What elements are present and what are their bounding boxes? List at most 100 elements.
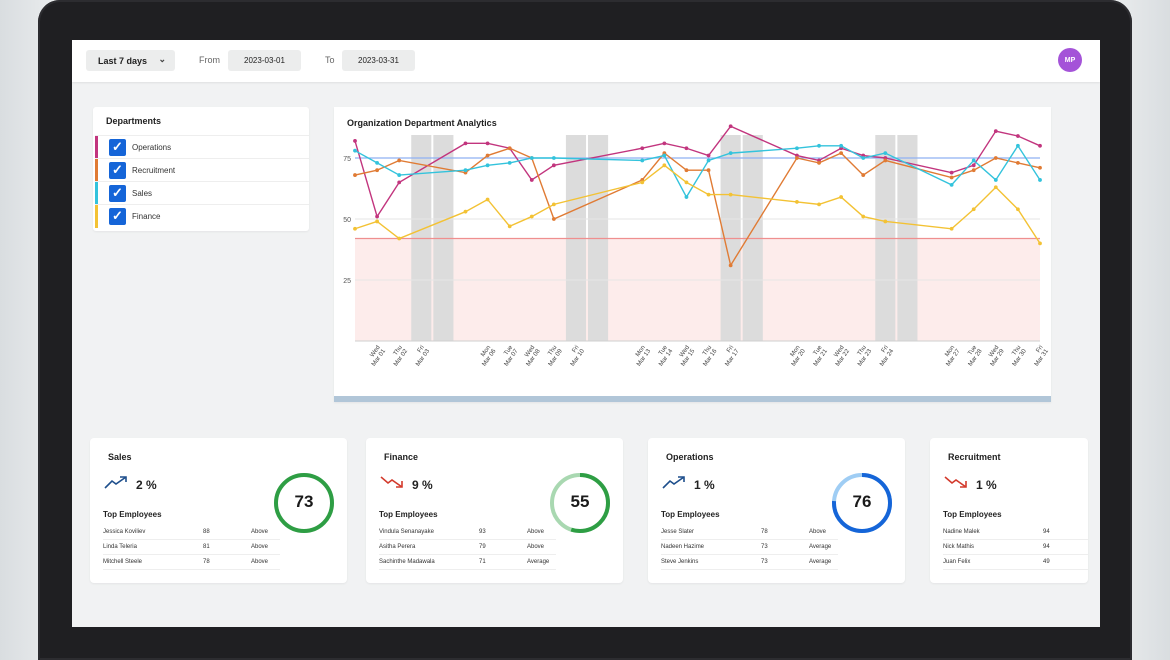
x-tick-label: WedMar 22 (829, 344, 851, 368)
change-percent: 1 % (694, 478, 715, 492)
department-item-finance[interactable]: ✓ Finance (95, 204, 309, 228)
data-point (375, 214, 379, 219)
data-point (949, 175, 954, 180)
stat-card-sales[interactable]: Sales 2 % Top Employees Jessica Koviliev 88 A… (90, 438, 347, 583)
top-employees-heading: Top Employees (103, 510, 162, 519)
score-value: 76 (852, 492, 872, 511)
checkbox-icon[interactable]: ✓ (109, 161, 126, 179)
department-item-sales[interactable]: ✓ Sales (95, 181, 309, 205)
employee-score: 73 (761, 559, 768, 565)
department-color-bar (95, 136, 98, 159)
employee-status: Above (809, 529, 827, 535)
data-point (485, 163, 490, 168)
data-point (684, 195, 689, 199)
data-point (839, 195, 844, 199)
department-item-recruitment[interactable]: ✓ Recruitment (95, 158, 309, 182)
employee-row: Nadeen Hazime 73 Average (661, 540, 838, 555)
employee-name: Nadine Malek (943, 529, 980, 535)
x-tick-label: TueMar 07 (498, 344, 520, 368)
x-tick-label: WedMar 01 (365, 344, 387, 368)
employee-name: Sachinthe Madawala (379, 559, 435, 565)
data-point (507, 146, 512, 151)
trend-up-icon (662, 476, 685, 489)
avatar[interactable]: MP (1058, 48, 1082, 72)
employee-row: Juan Felix 49 (943, 555, 1088, 570)
data-point (817, 202, 821, 207)
employee-score: 78 (203, 559, 210, 565)
department-label: Sales (132, 188, 153, 198)
to-date-input[interactable]: 2023-03-31 (342, 50, 415, 71)
from-date-input[interactable]: 2023-03-01 (228, 50, 301, 71)
change-percent: 1 % (976, 478, 997, 492)
x-tick-label: ThuMar 02 (387, 344, 409, 368)
department-color-bar (95, 182, 98, 205)
data-point (1038, 241, 1042, 246)
x-tick-label: MonMar 06 (475, 344, 497, 368)
data-point (507, 160, 512, 165)
data-point (971, 163, 976, 168)
employee-status: Above (251, 544, 269, 550)
data-point (684, 146, 689, 151)
employee-status: Average (527, 559, 550, 565)
employee-row: Nick Mathis 94 (943, 540, 1088, 555)
data-point (795, 200, 799, 204)
data-point (397, 173, 402, 177)
employee-row: Mitchell Steele 78 Above (103, 555, 280, 570)
employee-name: Asitha Perera (379, 544, 416, 550)
employee-score: 79 (479, 544, 486, 550)
y-tick-label: 25 (343, 278, 351, 285)
data-point (839, 143, 844, 148)
departments-panel: Departments ✓ Operations ✓ Recruitment ✓ Sale… (93, 107, 309, 231)
employee-score: 78 (761, 529, 768, 535)
score-value: 73 (294, 492, 314, 511)
x-tick-label: ThuMar 09 (542, 344, 564, 368)
employee-score: 88 (203, 529, 210, 535)
department-item-operations[interactable]: ✓ Operations (95, 135, 309, 159)
data-point (375, 219, 379, 224)
y-tick-label: 75 (343, 156, 351, 163)
checkbox-icon[interactable]: ✓ (109, 207, 126, 225)
data-point (795, 156, 799, 160)
data-point (485, 197, 490, 202)
score-gauge (274, 473, 334, 533)
data-point (640, 146, 645, 151)
data-point (1016, 160, 1020, 165)
employee-score: 81 (203, 544, 210, 550)
trend-down-icon (380, 476, 403, 488)
data-point (662, 153, 667, 158)
data-point (353, 226, 357, 231)
checkbox-icon[interactable]: ✓ (109, 184, 126, 202)
data-point (551, 156, 556, 160)
x-tick-label: MonMar 13 (630, 344, 652, 368)
top-employees-heading: Top Employees (379, 510, 438, 519)
stat-card-operations[interactable]: Operations 1 % Top Employees Jesse Slater 78… (648, 438, 905, 583)
data-point (397, 158, 402, 163)
data-point (728, 263, 733, 268)
data-point (728, 192, 733, 197)
data-point (795, 146, 799, 151)
chevron-down-icon: ⌄ (158, 54, 166, 64)
stat-card-recruitment[interactable]: Recruitment 1 % Top Employees Nadine Malek 9… (930, 438, 1088, 583)
score-gauge (832, 473, 892, 533)
data-point (706, 192, 711, 197)
data-point (706, 158, 711, 163)
data-point (353, 148, 357, 153)
chart-scrollbar[interactable] (334, 396, 1051, 402)
checkbox-icon[interactable]: ✓ (109, 138, 126, 156)
employee-name: Nadeen Hazime (661, 544, 705, 550)
score-value: 55 (570, 492, 590, 511)
employee-status: Above (251, 559, 269, 565)
stat-card-title: Sales (108, 452, 132, 462)
x-tick-label: TueMar 21 (807, 344, 829, 368)
employee-name: Vindula Senanayake (379, 529, 434, 535)
date-range-select[interactable]: Last 7 days ⌄ (86, 50, 175, 71)
employee-status: Above (527, 529, 545, 535)
y-tick-label: 50 (343, 217, 351, 224)
stat-card-finance[interactable]: Finance 9 % Top Employees Vindula Senanayak… (366, 438, 623, 583)
x-tick-label: FriMar 17 (718, 344, 740, 368)
data-point (640, 158, 645, 163)
data-point (1038, 178, 1042, 182)
analytics-chart-card: Organization Department Analytics 75 50 25… (334, 107, 1051, 402)
change-percent: 2 % (136, 478, 157, 492)
employee-row: Sachinthe Madawala 71 Average (379, 555, 556, 570)
